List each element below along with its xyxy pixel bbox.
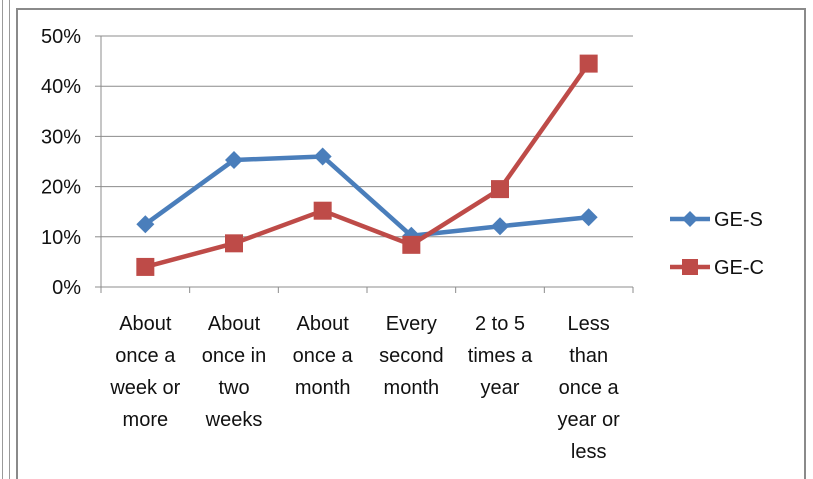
x-category-label-line: year [481, 377, 520, 399]
x-category-label-line: 2 to 5 [475, 313, 525, 335]
x-category-label-line: month [295, 377, 351, 399]
x-category-label: Less than once a year or less [558, 313, 621, 463]
legend-marker-ge-c [682, 259, 698, 275]
x-category-label: 2 to 5 times a year [468, 313, 533, 399]
x-category-label-line: two [218, 377, 249, 399]
gridlines [101, 36, 633, 237]
y-tick-label: 30% [41, 126, 81, 148]
x-category-label-line: once a [293, 345, 354, 367]
data-point-ge-c [225, 234, 243, 252]
x-category-labels: About once a week or more About once in two wee… [109, 313, 620, 463]
y-tick-label: 50% [41, 26, 81, 48]
x-category-label-line: year or [558, 409, 621, 431]
x-category-label-line: once a [115, 345, 176, 367]
x-category-label-line: week or [109, 377, 180, 399]
series-markers [136, 55, 597, 276]
data-point-ge-s [580, 208, 598, 226]
x-category-label: About once a week or more [109, 313, 180, 431]
y-tick-label: 0% [52, 277, 81, 299]
y-tick-label: 10% [41, 227, 81, 249]
y-tick-label: 20% [41, 177, 81, 199]
y-tick-label: 40% [41, 76, 81, 98]
data-point-ge-c [314, 202, 332, 220]
x-category-label-line: About [208, 313, 261, 335]
x-category-label-line: About [119, 313, 172, 335]
data-point-ge-c [136, 258, 154, 276]
x-category-label: About once in two weeks [202, 313, 267, 431]
y-tick-labels: 0% 10% 20% 30% 40% 50% [41, 26, 81, 299]
x-category-label-line: more [123, 409, 169, 431]
data-point-ge-c [402, 236, 420, 254]
data-point-ge-s [491, 217, 509, 235]
data-point-ge-c [491, 180, 509, 198]
x-category-label: Every second month [379, 313, 444, 399]
x-category-label-line: Every [386, 313, 437, 335]
data-point-ge-c [580, 55, 598, 73]
legend-marker-ge-s [682, 211, 698, 227]
legend: GE-S GE-C [670, 209, 764, 279]
x-category-label-line: weeks [205, 409, 263, 431]
legend-label-ge-s: GE-S [714, 209, 763, 231]
x-category-label: About once a month [293, 313, 354, 399]
x-category-label-line: month [384, 377, 440, 399]
legend-label-ge-c: GE-C [714, 257, 764, 279]
x-category-label-line: times a [468, 345, 533, 367]
axes [95, 36, 633, 293]
x-category-label-line: second [379, 345, 444, 367]
series-line-ge-s [145, 156, 588, 235]
x-category-label-line: once a [559, 377, 620, 399]
x-category-label-line: About [297, 313, 350, 335]
x-category-label-line: less [571, 441, 607, 463]
x-category-label-line: once in [202, 345, 267, 367]
x-category-label-line: Less [568, 313, 610, 335]
x-category-label-line: than [569, 345, 608, 367]
